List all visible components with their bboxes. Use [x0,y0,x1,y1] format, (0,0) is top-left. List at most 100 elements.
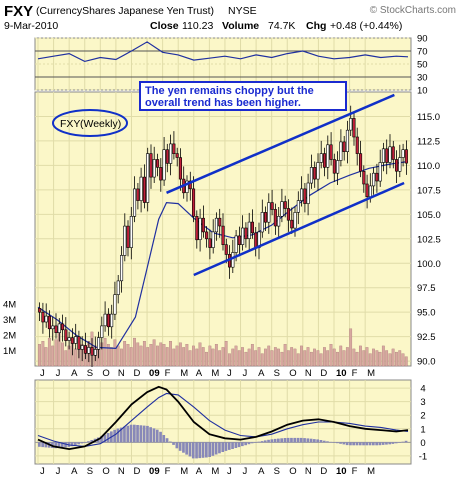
macd-month-label: F [352,466,358,477]
volume-bar [74,348,77,367]
volume-bar [159,342,163,367]
candle-body [51,325,55,330]
macd-histogram-bar [394,442,398,444]
volume-bar [345,347,349,367]
month-label: A [258,368,265,379]
macd-histogram-bar [352,442,355,446]
candle-body [156,159,160,168]
month-label: J [227,368,232,379]
candle-body [80,345,84,350]
candle-body [339,141,343,161]
volume-bar [195,348,199,367]
macd-histogram-bar [237,442,241,448]
macd-histogram-bar [116,428,120,443]
macd-histogram-bar [391,442,395,444]
volume-bar [113,339,117,367]
candle-body [185,180,189,193]
volume-bar [250,344,254,367]
macd-histogram-bar [342,442,346,445]
volume-bar [303,350,307,367]
volume-bar [388,353,392,367]
candle-body [280,201,284,217]
macd-histogram-bar [103,434,107,443]
volume-bar [372,348,375,367]
macd-x-axis-labels: J J A S O N D 09 F M A M J J A S O N D 10 F M [40,466,375,477]
candle-body [47,315,52,330]
macd-histogram-bar [57,442,61,448]
volume-bar [398,350,402,367]
candle-body [388,146,392,163]
volume-bar [237,350,241,367]
candle-body [352,118,356,138]
candle-body [234,235,238,253]
volume-bar [120,348,123,367]
candle-body [195,216,199,241]
macd-histogram-bar [214,442,218,455]
volume-bar [316,350,320,367]
macd-histogram-bar [336,442,339,444]
lower-trend-line [193,181,405,277]
candle-body [267,202,271,223]
rsi-tick-label: 90 [417,34,428,45]
month-label: F [165,368,171,379]
macd-histogram-bar [195,442,198,459]
month-label: F [352,368,358,379]
macd-histogram-bar [345,442,349,446]
candle-body [329,144,333,160]
panel-symbol-label: FXY [60,118,80,130]
volume-bar [218,350,222,367]
price-tick-label: 105.0 [417,210,441,221]
volume-value: 74.7K [268,20,295,32]
volume-bar [290,347,294,367]
candle-body [319,153,323,163]
macd-histogram-bar [316,439,319,443]
candle-body [214,217,218,233]
macd-histogram-bar [126,425,130,443]
macd-histogram-bar [172,442,175,445]
volume-bar [156,345,159,367]
candle-body [136,188,140,201]
candle-body [336,160,340,174]
candle-body [375,172,379,182]
candle-body [254,232,258,248]
volume-bar [352,348,356,367]
candle-body [322,153,327,168]
macd-month-label: J [227,466,232,477]
volume-bar [286,350,290,367]
volume-bar [313,348,316,367]
macd-histogram-bar [263,440,267,443]
macd-histogram-bar [178,442,182,451]
macd-histogram-bar [87,441,90,443]
chg-label: Chg [306,20,326,32]
candle-body [378,162,382,182]
candle-body [372,172,376,187]
macd-histogram-bar [293,437,297,443]
rsi-tick-label: 30 [417,73,428,84]
macd-month-label: J [56,466,61,477]
volume-bar [283,344,287,367]
volume-bar [205,351,208,367]
macd-histogram-bar [70,442,74,447]
candle-body [316,162,320,180]
candle-body [368,185,372,197]
price-tick-label: 110.0 [417,161,440,172]
volume-bar [211,348,215,367]
price-tick-label: 115.0 [417,112,440,123]
macd-histogram-bar [83,442,87,443]
candle-body [355,136,359,154]
candle-body [90,347,94,356]
candle-body [260,212,264,233]
macd-histogram-bar [267,439,270,443]
volume-bar [260,353,264,367]
volume-bar [368,353,372,367]
macd-histogram-bar [155,429,159,443]
candle-body [208,238,212,248]
volume-bar [339,345,343,367]
candle-body [188,180,192,190]
volume-bar [378,351,382,367]
volume-bar [123,341,127,367]
macd-month-label: O [102,466,109,477]
candlesticks [38,105,408,367]
volume-bar [61,342,64,367]
volume-bar [355,351,359,367]
